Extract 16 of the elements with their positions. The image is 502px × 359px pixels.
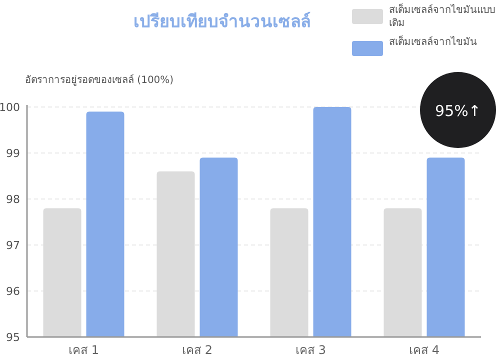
y-tick-label: 95 — [6, 331, 20, 344]
chart-title: เปรียบเทียบจำนวนเซลล์ — [134, 11, 310, 32]
legend-label: สเต็มเซลล์จากไขมัน — [389, 34, 478, 49]
x-tick-label: เคส 3 — [296, 343, 326, 357]
y-tick-label: 97 — [6, 239, 20, 252]
annotation: 95%↑ — [420, 72, 496, 148]
x-tick-label: เคส 1 — [68, 343, 99, 357]
legend-label: สเต็มเซลล์จากไขมันแบบเดิม — [389, 2, 496, 30]
annotation: 95%↑ — [435, 102, 481, 120]
y-tick-label: 100 — [0, 101, 20, 114]
x-tick-label: เคส 2 — [182, 343, 212, 357]
y-tick-label: 96 — [6, 285, 20, 298]
x-tick-label: เคส 4 — [409, 343, 440, 357]
y-tick-label: 99 — [6, 147, 20, 160]
y-tick-label: 98 — [6, 193, 20, 206]
y-axis-title: อัตราการอยู่รอดของเซลล์ (100%) — [25, 74, 174, 86]
